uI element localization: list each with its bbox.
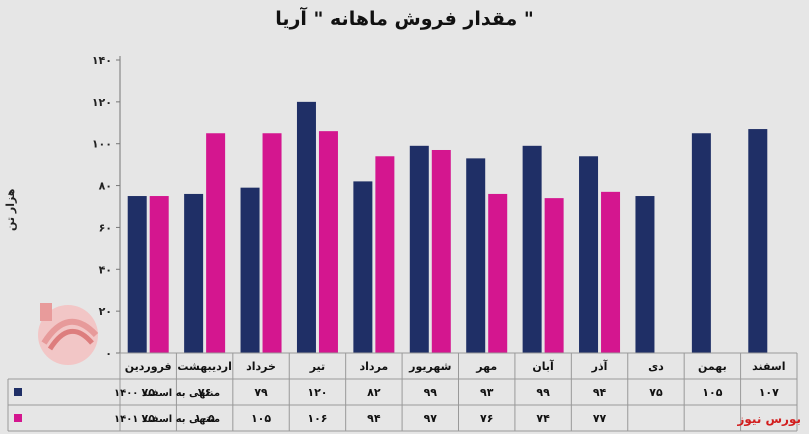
category-label: شهریور <box>408 360 451 373</box>
bar-series1 <box>466 158 486 353</box>
data-label: ۷۹ <box>254 386 268 399</box>
bar-series1 <box>691 133 711 353</box>
data-label: ۹۴ <box>593 386 607 399</box>
bar-series2 <box>544 198 564 353</box>
bar-series1 <box>127 196 147 353</box>
bar-series2 <box>375 156 395 353</box>
category-label: آذر <box>591 359 608 373</box>
bar-series1 <box>522 145 542 353</box>
category-label: دی <box>648 360 664 373</box>
data-label: ۱۰۵ <box>251 412 271 425</box>
data-label: ۱۰۵ <box>702 386 722 399</box>
data-label: ۷۶ <box>198 386 211 399</box>
data-label: ۷۴ <box>536 412 550 425</box>
bar-series2 <box>206 133 226 353</box>
bar-series1 <box>353 181 373 353</box>
legend-swatch <box>14 388 22 396</box>
bar-series1 <box>409 145 429 353</box>
data-label: ۱۰۶ <box>307 412 327 425</box>
bar-series1 <box>579 156 599 353</box>
data-label: ۷۵ <box>649 386 663 399</box>
bar-series1 <box>296 101 316 353</box>
category-label: تیر <box>309 360 325 373</box>
bar-series2 <box>318 131 338 353</box>
y-tick-label: ۲۰ <box>99 305 112 318</box>
legend-series-name: منتهی به اسفند ۱۴۰۰ <box>114 388 220 399</box>
y-tick-label: ۱۴۰ <box>92 54 112 67</box>
y-tick-label: ۱۲۰ <box>92 96 112 109</box>
watermark-logo <box>38 303 99 365</box>
data-label: ۹۷ <box>424 412 438 425</box>
data-label: ۱۰۷ <box>759 386 779 399</box>
bar-series2 <box>488 193 508 353</box>
category-label: خرداد <box>246 360 276 373</box>
data-label: ۷۵ <box>141 386 155 399</box>
brand-label: بورس نیوز <box>737 412 801 426</box>
bar-series2 <box>601 191 621 353</box>
data-label: ۹۴ <box>367 412 381 425</box>
data-label: ۱۰۵ <box>195 412 215 425</box>
category-label: آبان <box>532 359 554 373</box>
data-label: ۹۳ <box>480 386 494 399</box>
category-label: اردیبهشت <box>177 360 231 373</box>
bar-series1 <box>240 187 260 353</box>
legend-swatch <box>14 414 22 422</box>
data-label: ۱۲۰ <box>307 386 327 399</box>
bar-series2 <box>262 133 282 353</box>
data-label: ۷۷ <box>593 412 607 425</box>
y-tick-label: ۱۰۰ <box>92 138 112 151</box>
data-label: ۷۵ <box>141 412 155 425</box>
data-label: ۹۹ <box>536 386 550 399</box>
bar-series1 <box>748 129 768 353</box>
y-tick-label: ۴۰ <box>99 263 112 276</box>
y-tick-label: ۰ <box>105 347 112 360</box>
category-label: مهر <box>475 360 497 373</box>
category-label: مرداد <box>360 360 389 373</box>
legend-series-name: منتهی به اسفند ۱۴۰۱ <box>114 414 220 425</box>
category-label: اسفند <box>752 360 785 373</box>
bar-series2 <box>149 196 169 353</box>
y-tick-label: ۶۰ <box>99 221 112 234</box>
category-label: بهمن <box>698 360 727 373</box>
bar-series1 <box>635 196 655 353</box>
data-label: ۸۲ <box>367 386 381 399</box>
data-label: ۷۶ <box>480 412 493 425</box>
bar-series2 <box>431 149 451 353</box>
data-label: ۹۹ <box>424 386 438 399</box>
bar-series1 <box>184 193 204 353</box>
chart-title: " مقدار فروش ماهانه " آریا <box>275 8 534 30</box>
y-tick-label: ۸۰ <box>99 180 112 193</box>
category-label: فروردین <box>125 360 172 373</box>
